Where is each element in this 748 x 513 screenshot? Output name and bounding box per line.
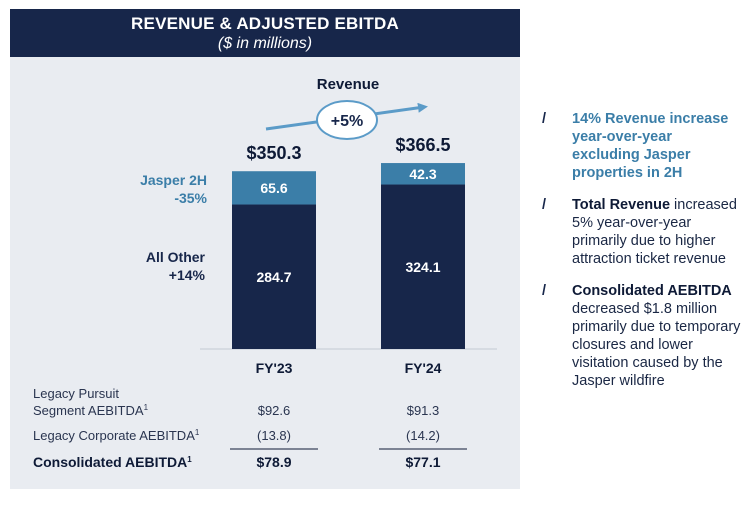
table-value-r2-c1: (13.8)	[257, 428, 291, 443]
bar-total-label: $366.5	[395, 135, 450, 155]
bullet-3-bold: Consolidated AEBITDA	[572, 283, 732, 299]
legend-jasper-change: -35%	[174, 190, 207, 206]
growth-badge-label: +5%	[331, 113, 363, 130]
row2-label-text: Legacy Corporate AEBITDA	[33, 428, 195, 443]
row1-sup: 1	[144, 403, 149, 412]
table-value-r2-c2: (14.2)	[406, 428, 440, 443]
x-tick-label: FY'23	[256, 360, 293, 376]
row2-sup: 1	[195, 428, 200, 437]
bullet-slash-icon: /	[542, 283, 547, 299]
table-value-r3-c2: $77.1	[405, 454, 440, 470]
table-label-row3: Consolidated AEBITDA1	[33, 454, 192, 470]
legend-jasper-name: Jasper 2H	[140, 172, 207, 188]
row3-label-text: Consolidated AEBITDA	[33, 454, 187, 470]
bar-jasper-1	[381, 163, 465, 185]
row1-label-text: Segment AEBITDA	[33, 403, 144, 418]
growth-badge	[316, 100, 378, 140]
bullet-item: / Consolidated AEBITDA decreased $1.8 mi…	[538, 282, 743, 390]
bar-value-label: 284.7	[256, 269, 291, 285]
bar-value-label: 324.1	[405, 259, 440, 275]
bullet-2-text: increased 5% year-over-year primarily du…	[572, 197, 737, 267]
table-label-row2: Legacy Corporate AEBITDA1	[33, 428, 200, 443]
table-label-row1-line1: Legacy Pursuit	[33, 386, 119, 401]
legend-allother-change: +14%	[169, 267, 206, 283]
bars-group: 284.7 65.6 $350.3 FY'23 324.1 42.3 $366.5 FY'24	[232, 135, 465, 376]
table-label-row1-line2: Segment AEBITDA1	[33, 403, 149, 418]
bar-value-label: 65.6	[260, 180, 287, 196]
bullet-list: / 14% Revenue increase year-over-year ex…	[538, 110, 743, 404]
bullet-3-text: decreased $1.8 million primarily due to …	[572, 301, 741, 389]
revenue-chart-title: Revenue	[317, 76, 380, 93]
bar-all-other-0	[232, 204, 316, 349]
bullet-item: / Total Revenue increased 5% year-over-y…	[538, 196, 743, 268]
table-value-r3-c1: $78.9	[256, 454, 291, 470]
chart-header: REVENUE & ADJUSTED EBITDA ($ in millions…	[10, 9, 520, 57]
bar-value-label: 42.3	[409, 166, 436, 182]
bullet-slash-icon: /	[542, 111, 547, 127]
bullet-2-bold: Total Revenue	[572, 197, 671, 213]
x-tick-label: FY'24	[405, 360, 442, 376]
bar-total-label: $350.3	[246, 143, 301, 163]
row3-sup: 1	[187, 455, 192, 464]
bullet-item: / 14% Revenue increase year-over-year ex…	[538, 110, 743, 182]
chart-title: REVENUE & ADJUSTED EBITDA	[131, 14, 399, 33]
table-value-r1-c1: $92.6	[258, 403, 291, 418]
chart-subtitle: ($ in millions)	[217, 35, 313, 52]
bullet-slash-icon: /	[542, 197, 547, 213]
table-value-r1-c2: $91.3	[407, 403, 440, 418]
bullet-1-bold: 14% Revenue increase year-over-year excl…	[572, 111, 729, 181]
bar-all-other-1	[381, 184, 465, 349]
legend-allother-name: All Other	[146, 249, 206, 265]
bar-jasper-0	[232, 171, 316, 205]
